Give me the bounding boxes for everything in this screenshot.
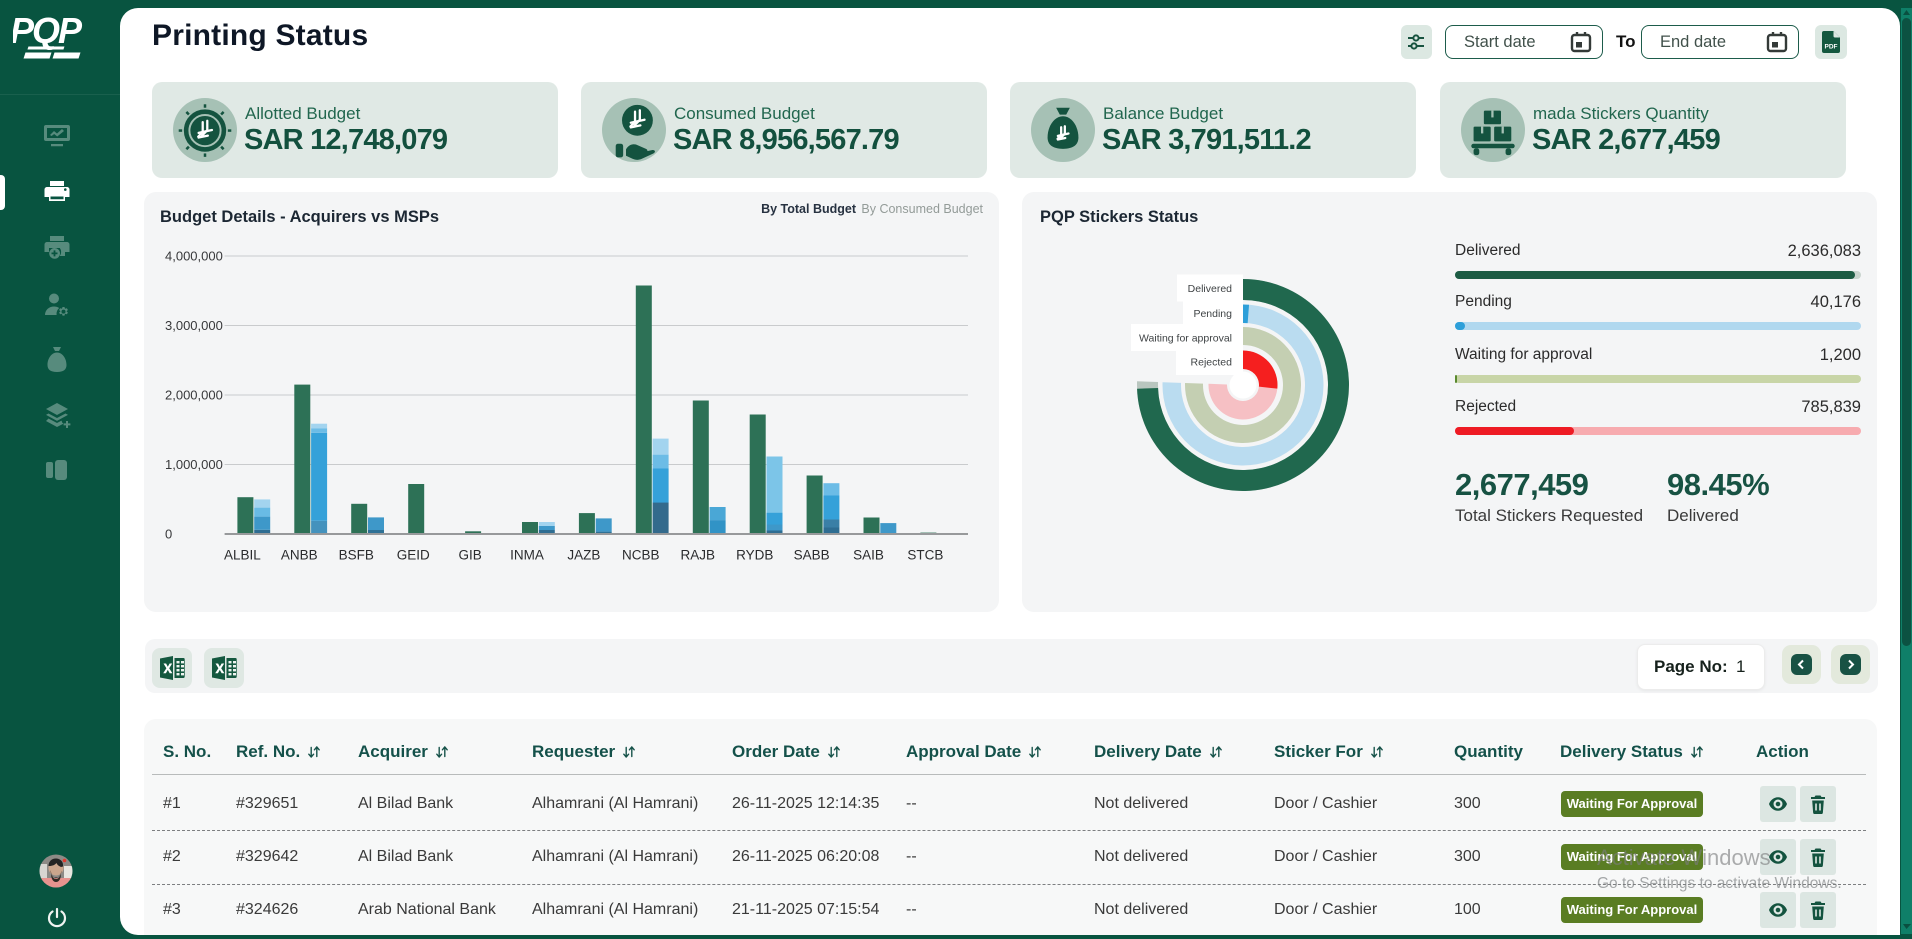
svg-text:4,000,000: 4,000,000 — [165, 249, 223, 264]
svg-text:JAZB: JAZB — [567, 548, 600, 563]
svg-text:INMA: INMA — [510, 548, 544, 563]
svg-text:2,000,000: 2,000,000 — [165, 388, 223, 403]
svg-text:1,000,000: 1,000,000 — [165, 457, 223, 472]
svg-text:SAIB: SAIB — [853, 548, 884, 563]
svg-text:0: 0 — [165, 527, 172, 542]
svg-text:SABB: SABB — [794, 548, 830, 563]
svg-text:RYDB: RYDB — [736, 548, 773, 563]
svg-text:ALBIL: ALBIL — [224, 548, 261, 563]
svg-text:PQP: PQP — [13, 14, 83, 51]
svg-text:Pending: Pending — [1193, 308, 1232, 320]
svg-text:BSFB: BSFB — [339, 548, 374, 563]
svg-text:NCBB: NCBB — [622, 548, 660, 563]
svg-text:ANBB: ANBB — [281, 548, 318, 563]
svg-text:PDF: PDF — [1825, 44, 1838, 51]
svg-text:GEID: GEID — [397, 548, 430, 563]
svg-text:RAJB: RAJB — [681, 548, 716, 563]
svg-text:Delivered: Delivered — [1188, 283, 1233, 295]
svg-text:Waiting for approval: Waiting for approval — [1139, 333, 1232, 345]
svg-text:3,000,000: 3,000,000 — [165, 318, 223, 333]
svg-text:Rejected: Rejected — [1191, 357, 1233, 369]
svg-text:STCB: STCB — [907, 548, 943, 563]
svg-text:GIB: GIB — [458, 548, 481, 563]
